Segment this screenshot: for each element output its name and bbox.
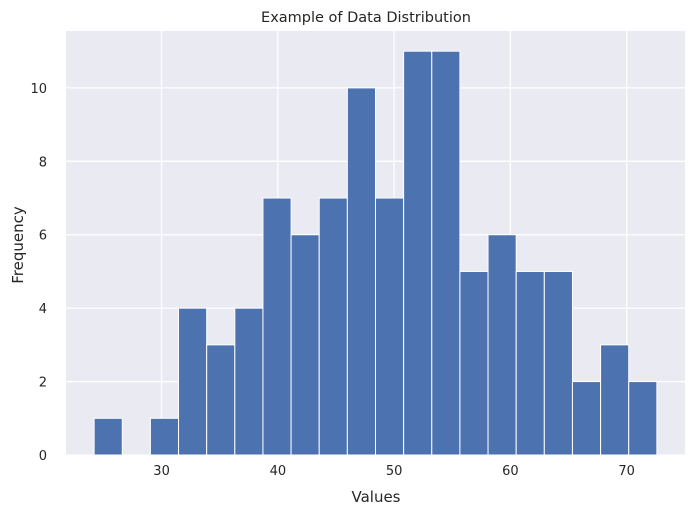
histogram-bar	[234, 307, 264, 456]
y-tick-label: 2	[39, 376, 47, 391]
histogram-bar	[600, 344, 630, 456]
histogram-bar	[515, 270, 545, 456]
y-tick-label: 6	[39, 229, 47, 244]
x-tick-label: 60	[502, 464, 519, 479]
histogram-bar	[318, 197, 348, 456]
histogram-bar	[543, 270, 573, 456]
histogram-bar	[403, 50, 433, 456]
histogram-bar	[431, 50, 461, 456]
x-tick-label: 70	[618, 464, 635, 479]
x-tick-label: 40	[270, 464, 287, 479]
bars	[93, 50, 658, 456]
histogram-bar	[290, 234, 320, 456]
histogram-bar	[375, 197, 405, 456]
histogram-bar	[346, 87, 377, 456]
histogram-bar	[149, 417, 180, 456]
histogram-bar	[262, 197, 292, 456]
y-tick-label: 4	[39, 302, 47, 317]
chart-title: Example of Data Distribution	[261, 10, 471, 26]
histogram-bar	[93, 417, 123, 456]
x-axis-ticks: 30 40 50 60 70	[153, 464, 635, 479]
y-tick-label: 10	[30, 82, 47, 97]
histogram-bar	[571, 381, 602, 456]
x-axis-label: Values	[351, 488, 400, 506]
histogram-bar	[487, 234, 517, 456]
histogram-bar	[628, 381, 658, 456]
histogram-bar	[459, 270, 489, 456]
y-tick-label: 0	[39, 449, 47, 464]
histogram-bar	[178, 307, 208, 456]
y-axis-label: Frequency	[9, 206, 27, 284]
x-tick-label: 30	[153, 464, 170, 479]
y-axis-ticks: 0 2 4 6 8 10	[30, 82, 47, 464]
x-tick-label: 50	[386, 464, 403, 479]
histogram-bar	[206, 344, 236, 456]
y-tick-label: 8	[39, 155, 47, 170]
